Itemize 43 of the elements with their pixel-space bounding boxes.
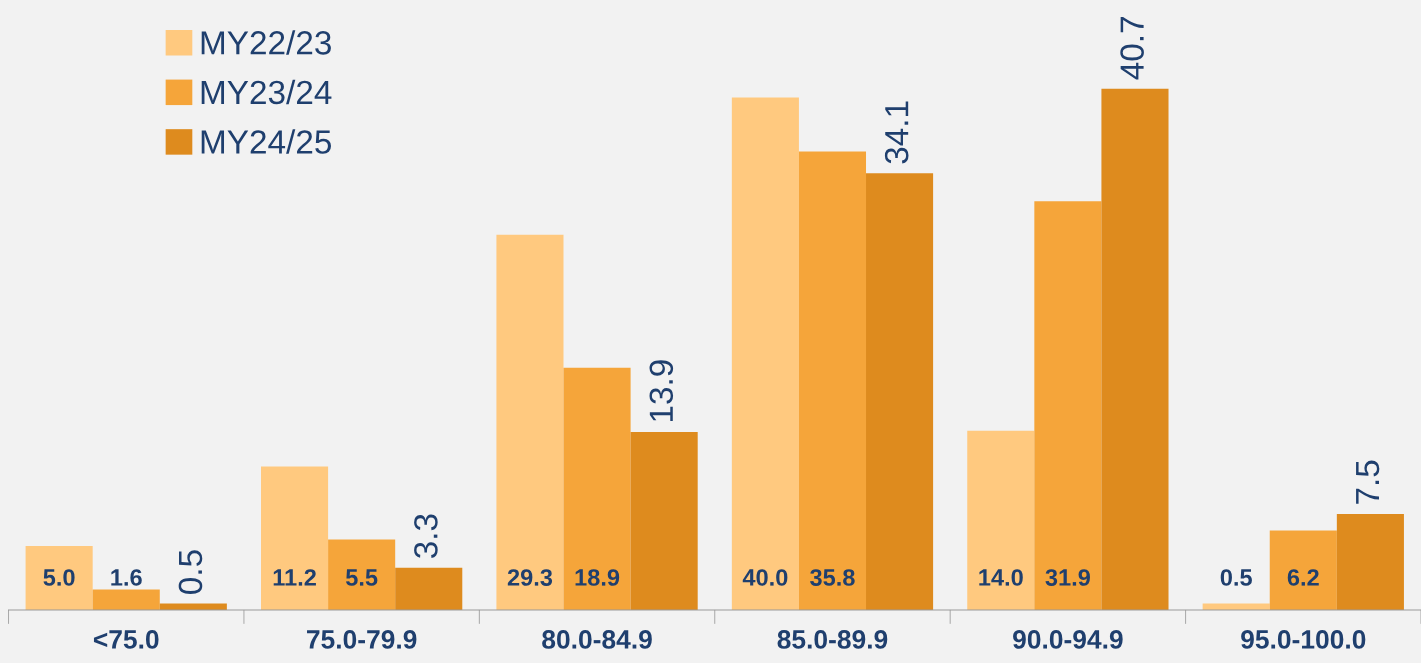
bar <box>261 466 329 610</box>
bar <box>731 97 799 610</box>
bar <box>328 539 396 610</box>
bar <box>563 367 631 610</box>
x-tick-label: 95.0-100.0 <box>1241 630 1366 649</box>
bar <box>866 173 934 610</box>
bar <box>630 431 698 610</box>
data-label: 6.2 <box>1287 569 1319 586</box>
bar <box>395 567 463 610</box>
bar <box>1101 88 1169 610</box>
data-label: 40.0 <box>742 569 788 586</box>
data-label: 7.5 <box>1356 460 1380 504</box>
data-label: 14.0 <box>979 569 1023 586</box>
data-label: 34.1 <box>884 101 909 164</box>
data-label: 0.5 <box>1220 569 1252 586</box>
bar <box>496 234 564 610</box>
x-tick-label: 85.0-89.9 <box>777 630 888 649</box>
bar <box>92 589 160 610</box>
bar <box>1336 513 1404 610</box>
data-label: 18.9 <box>575 569 620 586</box>
data-label: 3.3 <box>414 514 438 559</box>
legend-label: MY23/24 <box>201 79 332 105</box>
data-label: 35.8 <box>810 569 855 586</box>
bar <box>967 430 1035 610</box>
data-label: 5.0 <box>43 569 75 586</box>
x-tick-label: 75.0-79.9 <box>307 630 417 649</box>
bar <box>1034 201 1102 610</box>
legend-label: MY24/25 <box>201 129 331 154</box>
legend-label: MY22/23 <box>201 30 331 55</box>
data-label: 11.2 <box>273 569 316 586</box>
data-label: 0.5 <box>178 550 203 594</box>
x-tick-label: 80.0-84.9 <box>542 630 652 649</box>
x-tick-label: <75.0 <box>93 630 159 649</box>
x-tick-label: 90.0-94.9 <box>1013 630 1123 649</box>
data-label: 1.6 <box>111 569 142 586</box>
bar <box>25 545 93 610</box>
data-label: 40.7 <box>1120 17 1144 80</box>
data-label: 29.3 <box>507 569 553 586</box>
bar <box>1269 530 1337 610</box>
data-label: 13.9 <box>649 360 674 422</box>
data-label: 5.5 <box>345 569 378 586</box>
bar <box>798 151 867 610</box>
data-label: 31.9 <box>1045 569 1090 586</box>
